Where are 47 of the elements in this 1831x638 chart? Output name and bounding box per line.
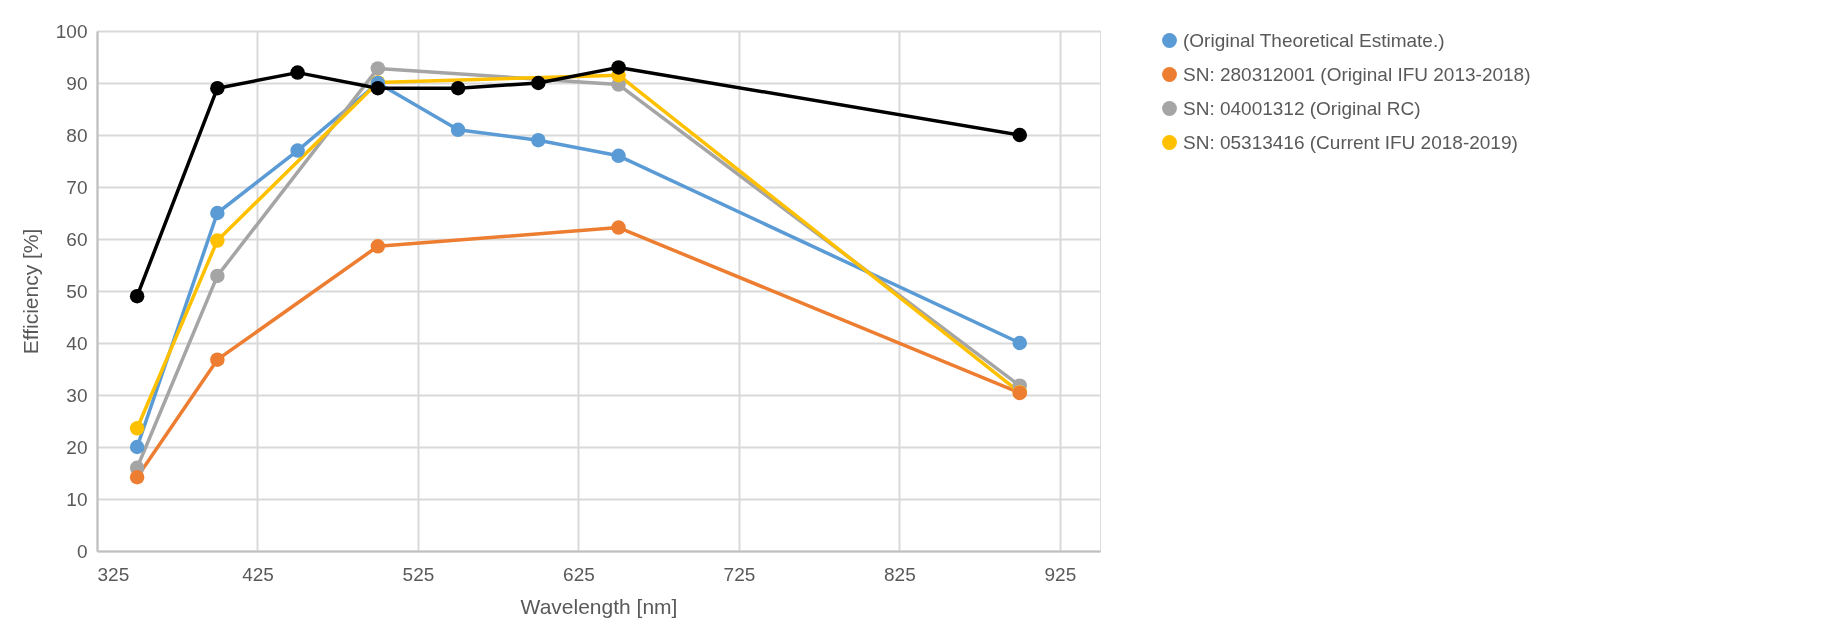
point <box>370 80 386 96</box>
y-tick-label: 60 <box>66 228 88 250</box>
point <box>531 75 546 91</box>
x-axis-title: Wavelength [nm] <box>520 594 678 618</box>
point <box>290 65 305 80</box>
point <box>129 439 145 455</box>
legend-label: SN: 04001312 (Original RC) <box>1183 97 1421 119</box>
legend-label: SN: 280312001 (Original IFU 2013-2018) <box>1183 63 1531 85</box>
y-axis-title: Efficiency [%] <box>18 228 42 355</box>
y-tick-label: 90 <box>66 72 88 94</box>
y-tick-label: 100 <box>55 20 88 42</box>
point <box>1012 335 1028 351</box>
x-tick-label: 325 <box>97 563 130 585</box>
point <box>290 143 305 158</box>
x-tick-label: 625 <box>563 563 595 585</box>
point <box>450 122 466 138</box>
x-tick-label: 725 <box>723 563 756 585</box>
point <box>210 205 225 221</box>
point <box>611 60 626 75</box>
point <box>1012 127 1028 143</box>
x-tick-label: 825 <box>884 563 916 585</box>
point <box>129 288 145 304</box>
y-tick-label: 80 <box>66 124 88 146</box>
point <box>210 233 225 248</box>
point <box>129 469 145 485</box>
x-tick-label: 925 <box>1044 563 1077 585</box>
y-tick-label: 70 <box>66 176 88 198</box>
point <box>531 132 546 148</box>
point <box>210 268 225 284</box>
y-tick-label: 10 <box>66 488 88 510</box>
point <box>129 421 145 436</box>
y-tick-label: 20 <box>66 436 88 458</box>
y-tick-label: 50 <box>66 280 88 302</box>
y-tick-label: 40 <box>66 332 88 354</box>
x-tick-label: 525 <box>402 563 435 585</box>
point <box>611 148 626 164</box>
legend-label: (Original Theoretical Estimate.) <box>1183 29 1445 51</box>
point <box>370 239 386 254</box>
legend-label: SN: 05313416 (Current IFU 2018-2019) <box>1183 131 1518 153</box>
point <box>210 80 225 96</box>
point <box>450 80 466 96</box>
y-tick-label: 30 <box>66 384 88 406</box>
point <box>611 220 626 235</box>
point <box>210 352 225 367</box>
y-tick-label: 0 <box>76 540 88 562</box>
point <box>370 61 386 76</box>
x-tick-label: 425 <box>242 563 274 585</box>
